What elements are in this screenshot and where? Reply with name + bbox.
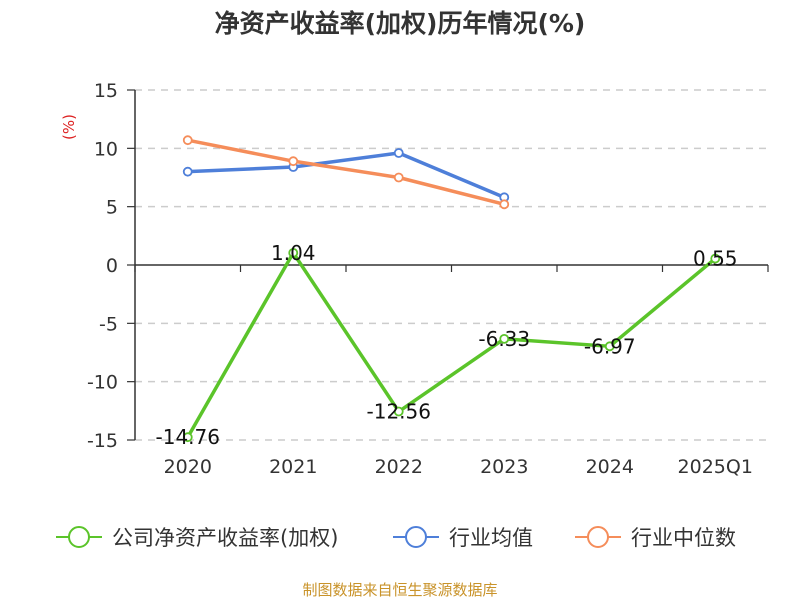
data-point — [499, 333, 510, 344]
legend-label: 行业中位数 — [631, 526, 736, 550]
data-label: -12.56 — [367, 400, 431, 424]
y-tick-label: 0 — [106, 255, 118, 277]
legend-label: 公司净资产收益率(加权) — [112, 526, 338, 550]
data-point — [182, 166, 193, 177]
legend-swatch-marker — [68, 526, 90, 548]
data-label: -6.97 — [584, 334, 636, 358]
data-point — [288, 247, 299, 258]
data-point — [393, 172, 404, 183]
data-point — [182, 135, 193, 146]
data-label: 1.04 — [271, 241, 316, 265]
y-tick-label: -10 — [87, 372, 118, 394]
legend-label: 行业均值 — [449, 526, 533, 550]
y-axis-unit-label: (%) — [60, 114, 78, 140]
y-tick-label: -5 — [99, 313, 118, 335]
y-tick-label: 10 — [94, 138, 118, 160]
chart-title: 净资产收益率(加权)历年情况(%) — [215, 9, 586, 38]
x-tick-label: 2021 — [269, 456, 317, 478]
source-note: 制图数据来自恒生聚源数据库 — [302, 581, 497, 599]
series-lines — [182, 135, 721, 443]
data-point — [710, 253, 721, 264]
legend-item[interactable]: 公司净资产收益率(加权) — [56, 526, 338, 550]
data-label: -6.33 — [478, 327, 530, 351]
data-point — [499, 199, 510, 210]
x-tick-label: 2025Q1 — [678, 456, 753, 478]
y-tick-label: 5 — [106, 197, 118, 219]
data-point — [604, 341, 615, 352]
y-tick-label: -15 — [87, 430, 118, 452]
data-point — [288, 156, 299, 167]
data-label: 0.55 — [693, 247, 738, 271]
legend-item[interactable]: 行业均值 — [393, 526, 533, 550]
series-line — [187, 151, 505, 199]
y-tick-label: 15 — [94, 80, 118, 102]
legend-swatch-marker — [587, 526, 609, 548]
legend: 公司净资产收益率(加权) 行业均值 行业中位数 — [56, 526, 736, 550]
data-point — [393, 406, 404, 417]
series-line — [186, 251, 717, 439]
x-tick-label: 2020 — [164, 456, 212, 478]
x-tick-label: 2022 — [375, 456, 423, 478]
grid-lines — [135, 89, 768, 441]
legend-swatch-marker — [405, 526, 427, 548]
data-point — [393, 148, 404, 158]
axes: 15 10 5 0 -5 -10 -15 2020 2021 2022 2023 2024 2025Q1 — [87, 80, 769, 478]
data-label: -14.76 — [156, 425, 220, 449]
x-tick-label: 2024 — [586, 456, 634, 478]
series-line — [187, 138, 505, 207]
x-tick-label: 2023 — [480, 456, 528, 478]
data-point — [182, 432, 193, 443]
data-labels: -14.76 1.04 -12.56 -6.33 -6.97 0.55 — [156, 241, 738, 449]
legend-item[interactable]: 行业中位数 — [575, 526, 736, 550]
